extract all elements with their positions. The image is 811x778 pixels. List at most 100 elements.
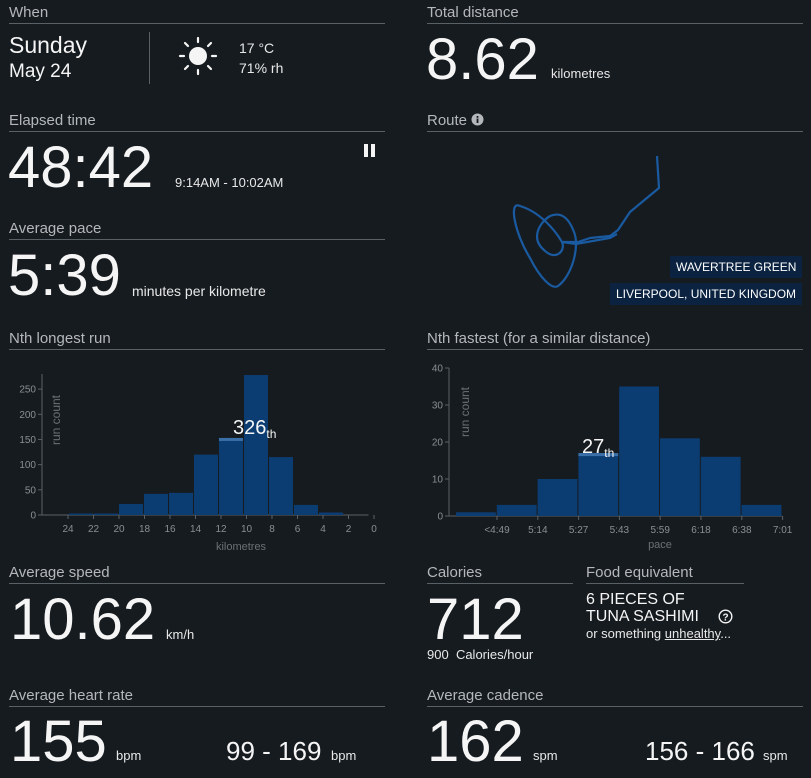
y-tick-label: 150 [19,435,36,446]
divider [586,583,744,584]
bar [660,438,700,516]
y-tick-label: 30 [432,401,444,412]
calories-rate: 900 Calories/hour [427,647,533,662]
divider [9,23,385,24]
x-tick-label: 5:59 [650,525,670,536]
humidity: 71% rh [239,60,284,76]
unhealthy-link[interactable]: unhealthy [664,626,721,641]
cadence-range-unit: spm [763,748,788,763]
bar [619,386,659,516]
food-alt-suffix: ... [720,626,732,641]
bar [496,504,537,516]
location-tag-place: WAVERTREE GREEN [670,256,803,278]
cadence-range: 156 - 166 [645,736,755,766]
divider [9,239,385,240]
y-tick-label: 100 [19,460,36,471]
rank-label: 27th [582,436,614,460]
x-tick-label: 10 [241,524,253,535]
x-tick-label: 6:18 [691,525,711,536]
bar [169,492,193,515]
x-tick-label: 14 [190,524,202,535]
bar [94,513,118,515]
y-tick-label: 200 [19,410,36,421]
x-tick-label: 5:43 [610,525,630,536]
food-label: Food equivalent [586,564,693,581]
total-distance-label: Total distance [427,4,519,21]
date-text: May 24 [9,61,72,82]
pace-label: Average pace [9,220,102,237]
x-tick-label: 8 [269,524,275,535]
sun-icon [178,36,218,76]
info-icon[interactable] [471,113,484,126]
route-label: Route [427,112,468,129]
divider [427,23,803,24]
bar-highlight [219,437,243,441]
bar [269,457,293,515]
x-tick-label: 5:14 [528,525,548,536]
rank-label: 326th [233,417,276,441]
elapsed-label: Elapsed time [9,112,96,129]
x-tick-label: 6 [295,524,301,535]
route-map[interactable] [500,150,680,295]
x-tick-label: 12 [215,524,227,535]
heart-range: 99 - 169 [226,736,322,766]
pause-icon[interactable] [364,144,376,158]
divider [9,583,385,584]
bar [219,437,243,515]
cadence-unit: spm [533,748,558,763]
food-line1: 6 PIECES OF [586,591,685,608]
y-tick-label: 40 [432,364,444,375]
x-axis-label: kilometres [216,541,267,553]
divider [427,349,803,350]
nth-fastest-label: Nth fastest (for a similar distance) [427,330,651,347]
x-axis-label: pace [648,539,672,551]
divider [9,349,385,350]
x-tick-label: 6:38 [732,525,752,536]
bar [244,375,268,515]
time-range: 9:14AM - 10:02AM [175,175,284,190]
y-tick-label: 10 [432,475,444,486]
heart-value: 155 [10,709,107,774]
bar [319,512,343,515]
calories-value: 712 [427,587,524,652]
when-label: When [9,4,49,21]
x-tick-label: 2 [346,524,352,535]
y-tick-label: 250 [19,385,36,396]
bar [456,512,496,516]
y-tick-label: 0 [437,512,443,523]
y-tick-label: 0 [30,511,36,522]
distance-unit: kilometres [551,66,611,81]
bar [537,479,578,516]
cadence-label: Average cadence [427,687,544,704]
heart-unit: bpm [116,748,142,763]
calories-rate-unit: Calories/hour [455,647,534,662]
x-tick-label: 5:27 [569,525,589,536]
bar [194,454,218,515]
x-tick-label: 4 [320,524,326,535]
cadence-value: 162 [427,709,524,774]
y-tick-label: 50 [25,485,37,496]
bar [294,504,318,515]
x-tick-label: 0 [371,524,377,535]
nth-fastest-chart: run count 0 10 20 30 40 <4:49 5:14 5:27 5:43 5:59… [432,364,793,552]
bar [700,456,741,516]
bar-highlight [578,453,619,457]
bar [741,504,782,516]
x-tick-label: 16 [164,524,176,535]
speed-unit: km/h [166,627,195,642]
y-axis-label: run count [458,386,472,437]
svg-text:?: ? [722,613,728,624]
divider [427,131,803,132]
y-axis-label: run count [49,394,63,445]
bar [578,453,619,516]
x-tick-label: 24 [62,524,74,535]
x-tick-label: 7:01 [773,525,793,536]
speed-value: 10.62 [10,587,156,652]
calories-rate-value: 900 [427,647,449,662]
calories-label: Calories [427,564,483,581]
question-circle-icon[interactable]: ? [718,609,733,624]
pace-value: 5:39 [8,243,121,308]
divider [149,32,150,84]
nth-longest-label: Nth longest run [9,330,111,347]
